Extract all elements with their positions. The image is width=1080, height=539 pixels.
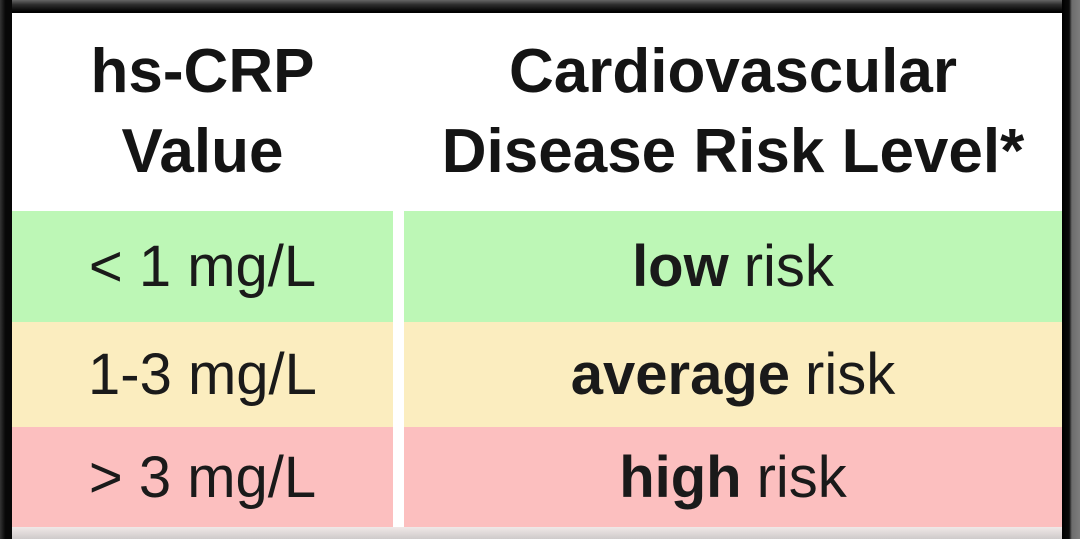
frame-fade-bottom — [12, 527, 1062, 539]
column-header-hscrp-value: hs-CRP Value — [12, 13, 393, 211]
frame-border-left — [0, 0, 12, 539]
frame-border-right — [1062, 0, 1080, 539]
row-high-risk-word: high — [619, 444, 742, 510]
header-hscrp-line2: Value — [121, 117, 284, 186]
row-high-risk-suffix: risk — [756, 444, 847, 510]
column-header-risk-level: Cardiovascular Disease Risk Level* — [404, 13, 1062, 211]
row-average-risk-cell: average risk — [404, 322, 1062, 427]
header-hscrp-line1: hs-CRP — [90, 37, 315, 106]
row-average-risk-word: average — [570, 342, 791, 407]
row-average-value-cell: 1-3 mg/L — [12, 322, 393, 427]
column-divider-row-average — [393, 322, 404, 427]
row-low-risk-suffix: risk — [743, 234, 834, 299]
header-risk-line1: Cardiovascular — [509, 37, 957, 106]
header-risk-line2: Disease Risk Level* — [441, 117, 1025, 186]
column-divider-header — [393, 13, 404, 211]
row-high-value-cell: > 3 mg/L — [12, 427, 393, 527]
row-average-risk-suffix: risk — [805, 342, 896, 407]
column-divider-row-low — [393, 211, 404, 322]
row-high-value: > 3 mg/L — [88, 444, 317, 510]
crp-risk-table: hs-CRP Value Cardiovascular Disease Risk… — [12, 13, 1062, 527]
frame-border-top — [0, 0, 1080, 13]
row-low-risk-cell: low risk — [404, 211, 1062, 322]
row-average-value: 1-3 mg/L — [88, 342, 317, 407]
row-low-value: < 1 mg/L — [88, 234, 317, 299]
row-low-risk-word: low — [632, 234, 729, 299]
row-low-value-cell: < 1 mg/L — [12, 211, 393, 322]
row-high-risk-cell: high risk — [404, 427, 1062, 527]
column-divider-row-high — [393, 427, 404, 527]
